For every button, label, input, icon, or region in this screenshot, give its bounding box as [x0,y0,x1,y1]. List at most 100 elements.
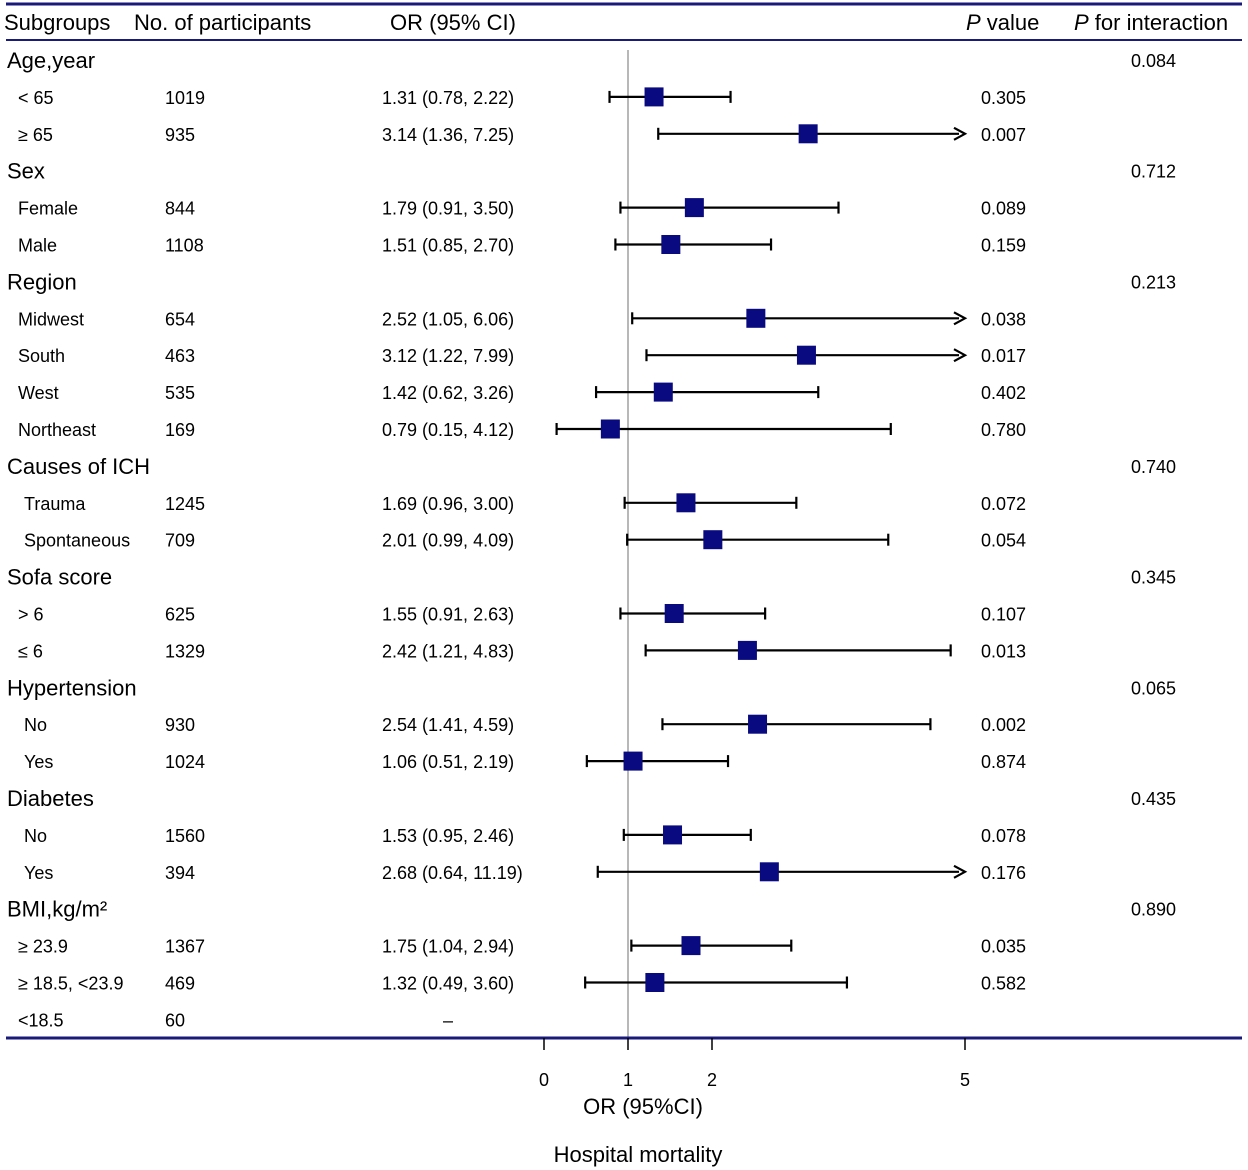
group-label: Sex [7,159,45,184]
or-marker [759,862,779,882]
or-marker [645,973,665,992]
or-marker [653,382,673,402]
p-interaction: 0.345 [1131,568,1176,588]
row-or-ci: – [443,1010,453,1030]
row-n: 844 [165,199,195,219]
or-marker [796,345,816,365]
ci-arrow [953,348,968,363]
header-subgroups: Subgroups [4,10,110,35]
group-label: Age,year [7,48,95,73]
x-tick-label: 2 [707,1070,717,1090]
row-or-ci: 0.79 (0.15, 4.12) [382,420,514,440]
row-n: 1367 [165,937,205,957]
or-marker [737,640,757,660]
row-or-ci: 3.12 (1.22, 7.99) [382,346,514,366]
row-n: 1108 [165,236,204,256]
ci-arrow [953,864,968,879]
or-marker [644,87,664,107]
x-tick-label: 5 [960,1070,970,1090]
row-label: Northeast [18,420,96,440]
row-p-value: 0.159 [981,236,1026,256]
row-or-ci: 1.79 (0.91, 3.50) [382,199,514,219]
ci-arrow [953,126,968,141]
row-label: Yes [24,863,53,883]
row-n: 930 [165,715,195,735]
p-interaction: 0.890 [1131,900,1176,920]
group-label: Diabetes [7,786,94,811]
x-tick-label: 0 [539,1070,549,1090]
row-label: Trauma [24,494,86,514]
row-label: ≥ 65 [18,125,53,145]
row-label: ≥ 18.5, <23.9 [18,974,123,994]
row-p-value: 0.582 [981,974,1026,994]
x-axis-label: OR (95%CI) [583,1094,703,1119]
row-n: 1560 [165,826,205,846]
row-or-ci: 2.68 (0.64, 11.19) [382,863,523,883]
row-label: Yes [24,752,53,772]
row-p-value: 0.054 [981,531,1026,551]
header-p-value: P value [966,10,1039,35]
row-or-ci: 1.75 (1.04, 2.94) [382,937,514,957]
row-label: ≥ 23.9 [18,937,68,957]
row-or-ci: 1.53 (0.95, 2.46) [382,826,514,846]
x-tick-label: 1 [623,1070,633,1090]
row-or-ci: 1.55 (0.91, 2.63) [382,605,514,625]
row-p-value: 0.107 [981,605,1026,625]
or-marker [703,530,723,550]
or-marker [684,198,704,218]
row-n: 1019 [165,88,205,108]
group-label: Causes of ICH [7,454,150,479]
row-n: 709 [165,531,195,551]
or-marker [748,714,768,734]
row-n: 1245 [165,494,205,514]
header-participants: No. of participants [134,10,311,35]
row-or-ci: 2.01 (0.99, 4.09) [382,531,514,551]
header-or-ci: OR (95% CI) [390,10,516,35]
p-interaction: 0.213 [1131,272,1176,292]
row-or-ci: 1.32 (0.49, 3.60) [382,974,514,994]
row-label: West [18,383,59,403]
row-p-value: 0.305 [981,88,1026,108]
row-n: 535 [165,383,195,403]
row-label: South [18,346,65,366]
row-or-ci: 1.42 (0.62, 3.26) [382,383,514,403]
row-or-ci: 1.51 (0.85, 2.70) [382,236,514,256]
group-label: Region [7,269,77,294]
or-marker [600,419,620,439]
row-or-ci: 3.14 (1.36, 7.25) [382,125,514,145]
row-p-value: 0.089 [981,199,1026,219]
row-label: > 6 [18,605,44,625]
group-label: BMI,kg/m² [7,897,107,922]
chart-caption: Hospital mortality [554,1142,723,1167]
row-label: Female [18,199,78,219]
row-or-ci: 2.52 (1.05, 6.06) [382,309,514,329]
row-p-value: 0.874 [981,752,1026,772]
p-interaction: 0.065 [1131,678,1176,698]
rows: Age,year 0.084 < 65 1019 1.31 (0.78, 2.22) 0.… [7,48,1176,1030]
row-n: 625 [165,605,195,625]
row-p-value: 0.017 [981,346,1026,366]
row-p-value: 0.013 [981,641,1026,661]
row-label: ≤ 6 [18,641,43,661]
ci-arrow [953,311,968,326]
p-interaction: 0.084 [1131,51,1176,71]
row-n: 169 [165,420,195,440]
row-label: No [24,826,47,846]
row-p-value: 0.007 [981,125,1026,145]
header-p-interaction: P for interaction [1074,10,1228,35]
row-n: 463 [165,346,195,366]
or-marker [664,604,684,623]
row-or-ci: 1.69 (0.96, 3.00) [382,494,514,514]
row-n: 394 [165,863,195,883]
row-n: 469 [165,974,195,994]
p-interaction: 0.435 [1131,789,1176,809]
row-p-value: 0.035 [981,937,1026,957]
p-interaction: 0.712 [1131,162,1176,182]
row-p-value: 0.780 [981,420,1026,440]
x-axis: 0 1 2 5 [539,1038,970,1090]
or-marker [798,124,818,144]
or-marker [746,308,766,328]
row-or-ci: 2.54 (1.41, 4.59) [382,715,514,735]
row-label: < 65 [18,88,54,108]
